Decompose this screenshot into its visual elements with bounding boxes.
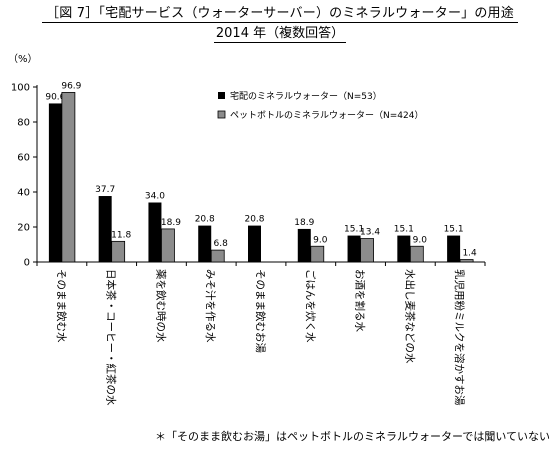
legend-label-series-1: 宅配のミネラルウォーター（N=53） — [230, 90, 382, 102]
bar-series-2 — [61, 92, 76, 263]
legend-swatch-series-1 — [218, 92, 225, 99]
data-label-series-1: 20.8 — [195, 215, 215, 225]
bar-series-2 — [161, 228, 175, 263]
bar-series-2 — [310, 245, 325, 263]
x-tick-label: 乳児用粉ミルクを溶かすお湯 — [453, 269, 466, 406]
x-tick-label: 薬を飲む時の水 — [154, 269, 167, 343]
bar-series-1 — [198, 225, 212, 262]
y-axis-unit: （%） — [8, 53, 38, 65]
x-tick-label: ごはんを炊く水 — [304, 269, 317, 343]
bar-series-1 — [447, 235, 461, 262]
x-tick-label: お酒を割る水 — [354, 269, 367, 332]
y-tick-label: 60 — [17, 153, 30, 164]
data-label-series-2: 9.0 — [413, 235, 428, 245]
data-label-series-1: 15.1 — [444, 225, 464, 235]
bar-series-1 — [48, 103, 62, 262]
y-tick-label: 40 — [17, 188, 30, 199]
data-label-series-2: 96.9 — [61, 81, 81, 91]
bar-series-1 — [248, 225, 261, 262]
chart-title: ［図 7］「宅配サービス（ウォーターサーバー）のミネラルウォーター」の用途 — [0, 2, 560, 23]
y-tick-label: 0 — [24, 258, 30, 269]
y-tick-label: 80 — [17, 118, 30, 129]
data-label-series-1: 90.6 — [45, 92, 65, 102]
data-label-series-1: 18.9 — [294, 218, 314, 228]
bars: 90.696.9 37.7 11.8 34.0 18.9 20.8 6.8 20.8 18.9 9… — [45, 81, 477, 263]
bar-series-1 — [397, 235, 411, 262]
y-tick-label: 100 — [11, 83, 30, 94]
bar-series-2 — [360, 238, 374, 263]
bar-series-1 — [148, 202, 162, 262]
bar-series-2 — [111, 240, 126, 263]
legend-swatch-series-2 — [217, 110, 226, 119]
data-label-series-2: 13.4 — [360, 228, 380, 238]
data-label-series-1: 15.1 — [344, 225, 364, 235]
data-label-series-2: 1.4 — [462, 249, 477, 259]
x-tick-label: そのまま飲むお湯 — [254, 269, 267, 353]
legend: 宅配のミネラルウォーター（N=53） ペットボトルのミネラルウォーター（N=42… — [217, 90, 423, 121]
data-label-series-1: 20.8 — [244, 215, 264, 225]
data-label-series-2: 11.8 — [111, 230, 131, 240]
x-tick-label: 水出し麦茶などの水 — [403, 269, 416, 364]
y-tick-label: 20 — [17, 223, 30, 234]
x-tick-label: そのまま飲む水 — [55, 269, 68, 343]
x-tick-label: みそ汁を作る水 — [204, 269, 217, 343]
legend-label-series-2: ペットボトルのミネラルウォーター（N=424） — [230, 110, 423, 121]
bar-series-2 — [459, 259, 474, 263]
chart-subtitle: 2014 年（複数回答） — [213, 26, 347, 43]
bar-series-2 — [409, 245, 424, 263]
data-label-series-2: 18.9 — [161, 218, 181, 228]
bar-series-2 — [210, 249, 225, 263]
data-label-series-2: 6.8 — [214, 239, 229, 249]
footnote: ＊「そのまま飲むお湯」はペットボトルのミネラルウォーターでは聞いていない — [154, 430, 550, 443]
data-label-series-1: 34.0 — [145, 192, 165, 202]
bar-series-1 — [297, 228, 311, 262]
bar-series-1 — [98, 196, 112, 262]
x-tick-label: 日本茶・コーヒー・紅茶の水 — [105, 269, 118, 406]
data-label-series-1: 37.7 — [95, 185, 115, 195]
bar-series-1 — [347, 235, 361, 262]
data-label-series-1: 15.1 — [394, 225, 414, 235]
data-label-series-2: 9.0 — [313, 235, 328, 245]
x-axis-labels: そのまま飲む水 日本茶・コーヒー・紅茶の水 薬を飲む時の水 みそ汁を作る水 そのまま飲む… — [55, 269, 466, 406]
